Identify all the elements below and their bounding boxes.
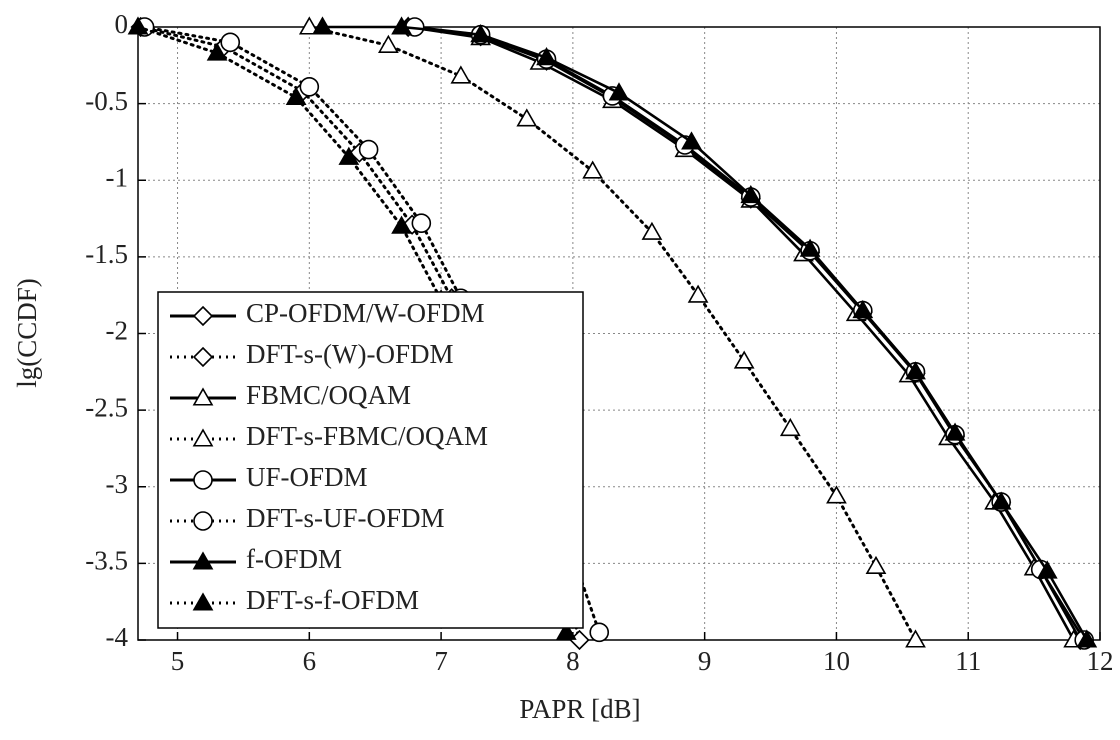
- x-tick-label: 8: [566, 646, 580, 676]
- x-tick-label: 12: [1087, 646, 1114, 676]
- marker: [852, 299, 874, 319]
- series: [298, 16, 926, 648]
- marker: [391, 16, 412, 35]
- marker: [740, 184, 762, 204]
- legend-label: DFT-s-(W)-OFDM: [246, 339, 454, 369]
- marker: [285, 86, 307, 106]
- legend-label: FBMC/OQAM: [246, 380, 411, 410]
- y-tick-label: -1: [106, 162, 129, 192]
- legend: CP-OFDM/W-OFDM DFT-s-(W)-OFDM FBMC/OQAM DFT…: [157, 291, 584, 629]
- marker: [905, 361, 926, 380]
- legend-label: DFT-s-f-OFDM: [246, 585, 419, 615]
- marker: [555, 621, 577, 640]
- y-tick-label: -1.5: [85, 239, 128, 269]
- marker: [733, 350, 755, 369]
- y-tick-label: -2: [106, 316, 129, 346]
- legend-marker: [193, 511, 213, 531]
- marker: [470, 24, 492, 43]
- marker: [608, 82, 630, 101]
- x-tick-label: 7: [434, 646, 448, 676]
- legend-marker: [192, 305, 214, 327]
- y-tick-label: -0.5: [85, 86, 128, 116]
- marker: [220, 32, 241, 53]
- series-line: [321, 25, 1089, 642]
- x-tick-label: 5: [171, 646, 185, 676]
- marker: [206, 42, 228, 61]
- y-tick-label: -3: [106, 469, 129, 499]
- series: [312, 16, 1098, 648]
- marker: [378, 34, 399, 53]
- marker: [298, 16, 320, 35]
- legend-marker: [192, 346, 214, 368]
- marker: [536, 47, 557, 66]
- legend-marker: [193, 470, 213, 490]
- marker: [450, 65, 472, 84]
- legend-label: DFT-s-UF-OFDM: [246, 503, 445, 533]
- x-axis-label: PAPR [dB]: [519, 694, 640, 724]
- y-tick-label: -4: [106, 622, 129, 652]
- marker: [582, 160, 604, 179]
- marker: [641, 221, 663, 240]
- y-tick-label: 0: [115, 9, 129, 39]
- legend-marker: [192, 592, 214, 611]
- x-tick-label: 6: [303, 646, 317, 676]
- x-tick-label: 11: [955, 646, 981, 676]
- y-tick-label: -2.5: [85, 392, 128, 422]
- marker: [681, 131, 702, 150]
- marker: [127, 16, 149, 35]
- legend-marker: [192, 551, 214, 570]
- x-tick-label: 10: [823, 646, 850, 676]
- series-line: [143, 25, 601, 634]
- legend-label: f-OFDM: [246, 544, 342, 574]
- marker: [411, 213, 432, 233]
- plot-frame: [137, 26, 1101, 641]
- marker: [516, 108, 538, 127]
- marker: [312, 16, 333, 35]
- marker: [391, 215, 412, 234]
- marker: [1036, 560, 1058, 579]
- marker: [779, 417, 801, 437]
- legend-label: UF-OFDM: [246, 462, 368, 492]
- x-tick-label: 9: [698, 646, 712, 676]
- legend-marker: [192, 387, 214, 406]
- legend-box: [157, 291, 584, 629]
- y-axis-label: lg(CCDF): [12, 278, 42, 388]
- marker: [826, 485, 847, 504]
- marker: [358, 139, 379, 160]
- marker: [1076, 629, 1098, 648]
- series-line: [307, 25, 918, 642]
- marker: [799, 238, 821, 257]
- marker: [687, 284, 709, 303]
- marker: [589, 622, 610, 643]
- marker: [944, 422, 966, 441]
- legend-label: CP-OFDM/W-OFDM: [246, 298, 485, 328]
- marker: [990, 491, 1012, 510]
- marker: [865, 555, 887, 574]
- y-tick-label: -3.5: [85, 546, 128, 576]
- legend-marker: [192, 428, 214, 447]
- marker: [338, 146, 360, 165]
- marker: [905, 629, 926, 648]
- legend-label: DFT-s-FBMC/OQAM: [246, 421, 488, 451]
- marker: [299, 76, 320, 97]
